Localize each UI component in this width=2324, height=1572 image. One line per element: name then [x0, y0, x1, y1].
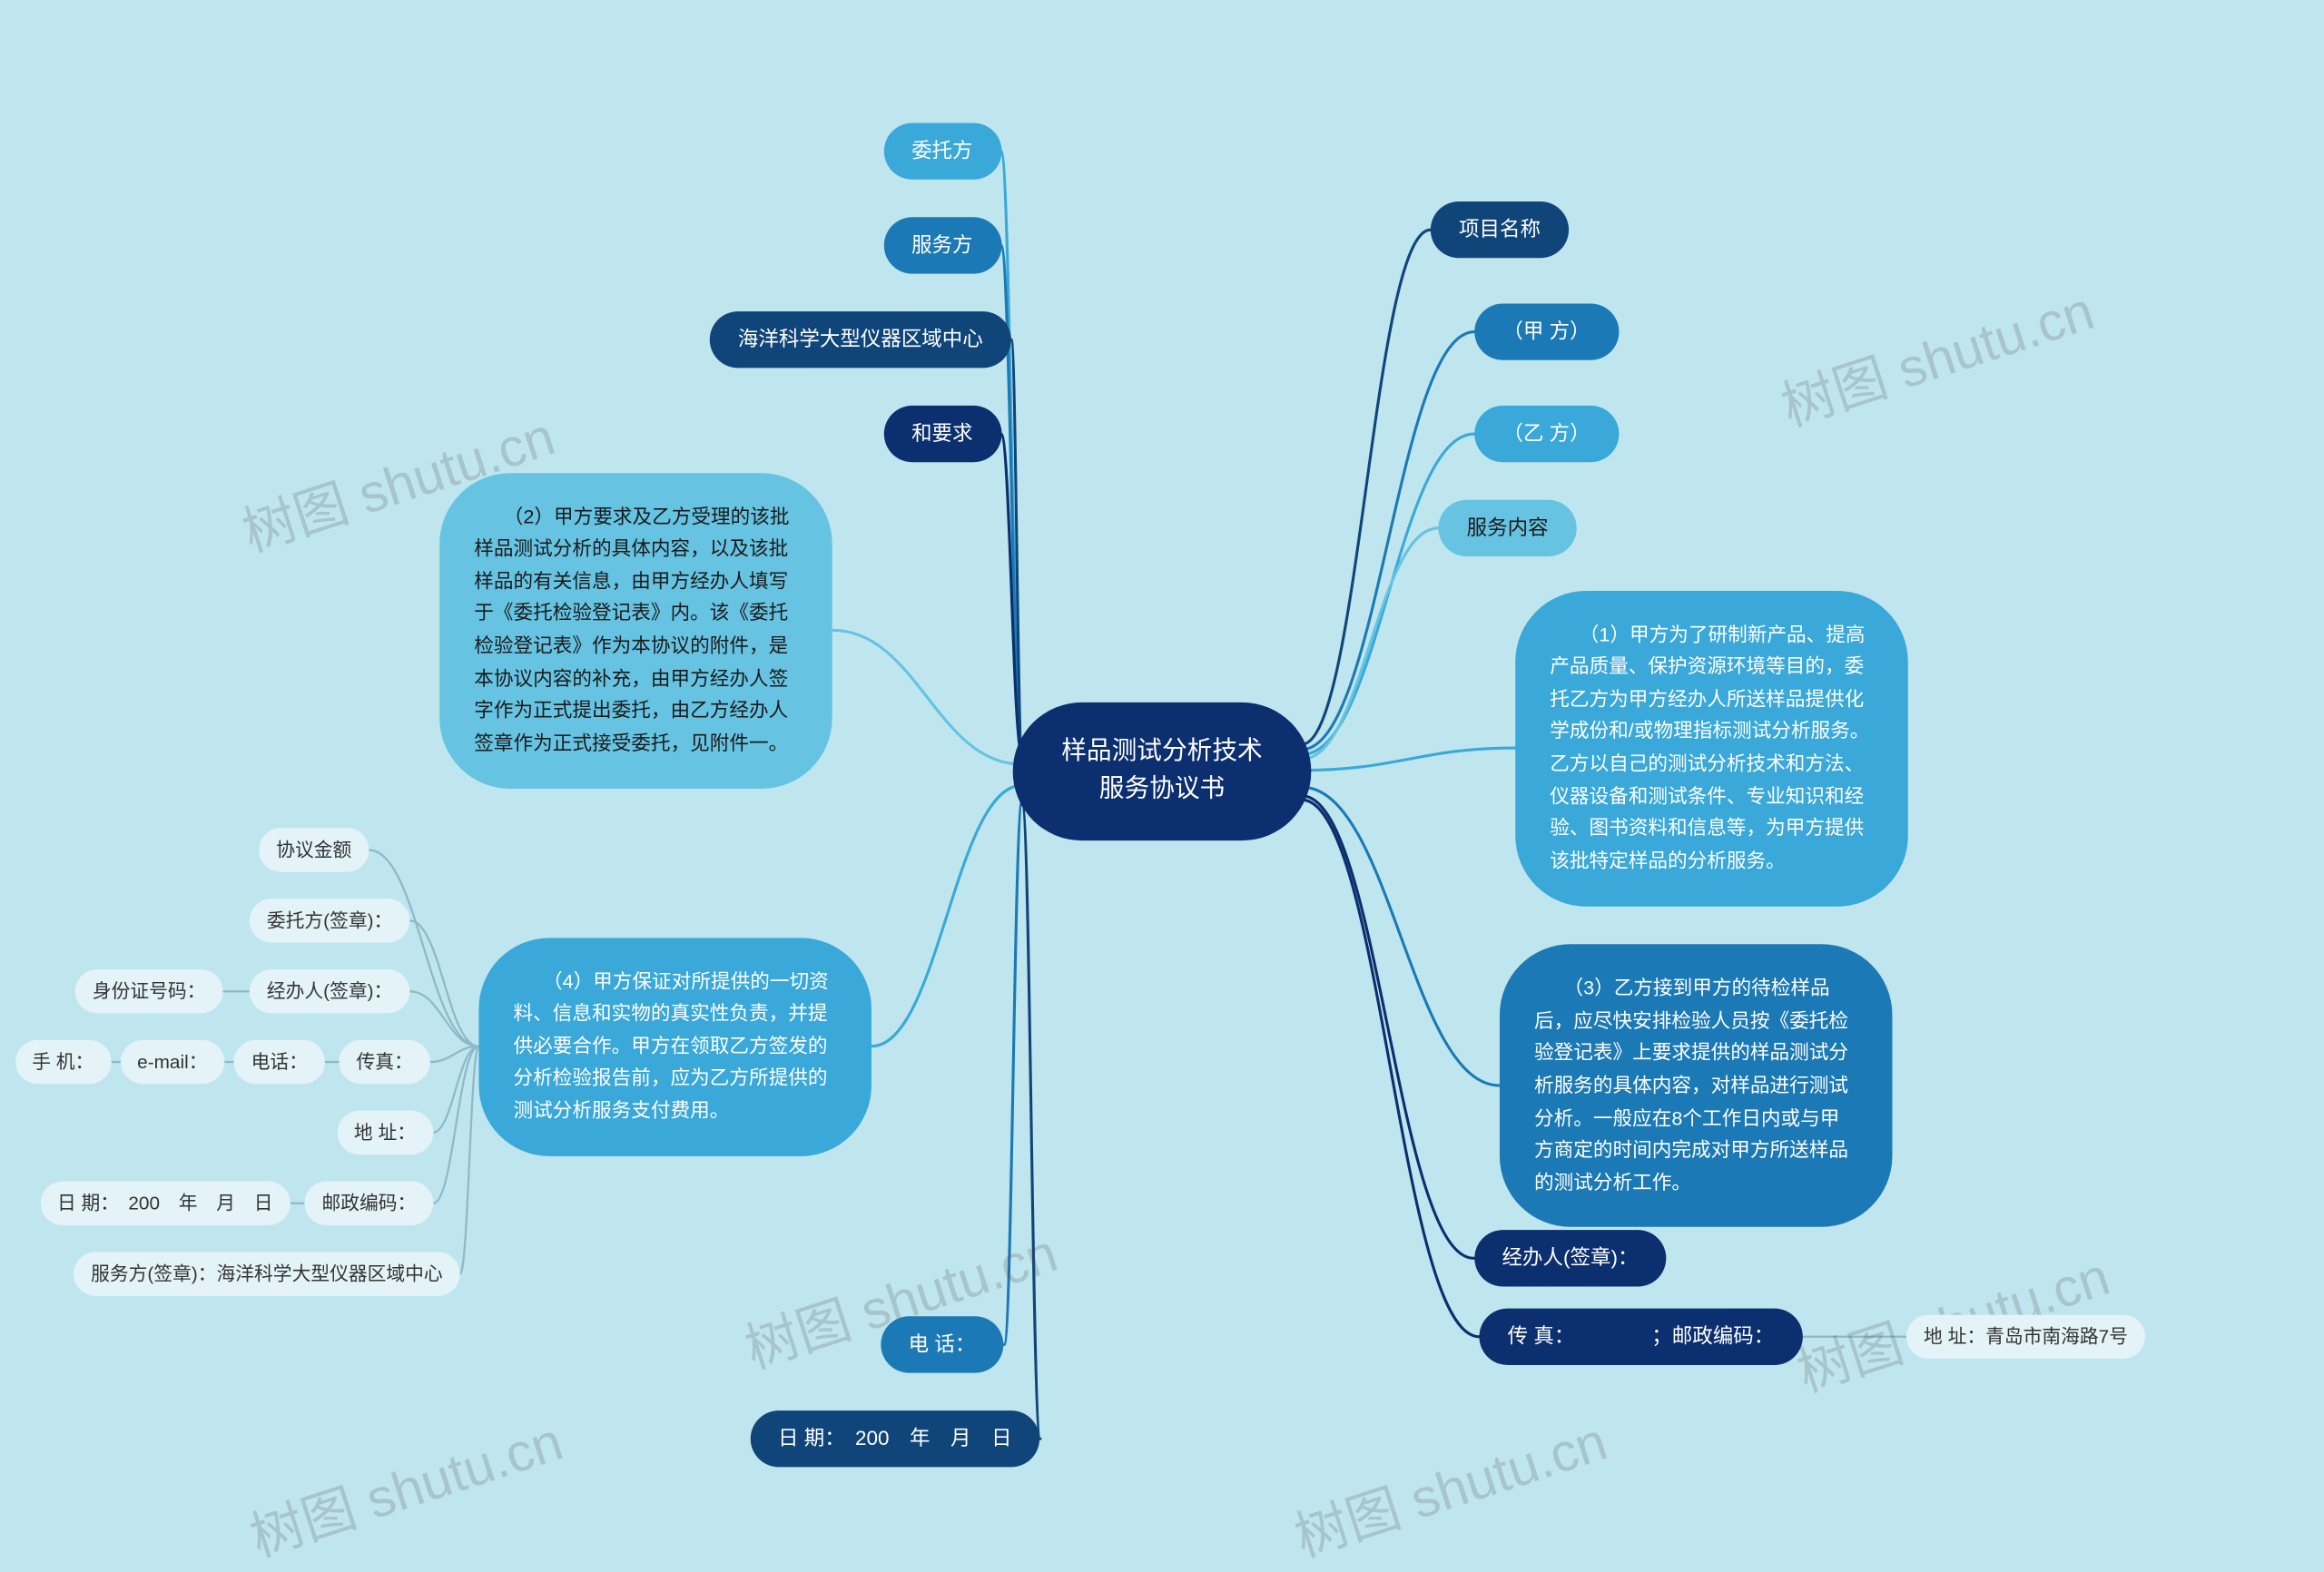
node-n_para1[interactable]: （1）甲方为了研制新产品、提高产品质量、保护资源环境等目的，委托乙方为甲方经办人…	[1515, 590, 1908, 906]
node-n_dianhua2[interactable]: 电 话：	[880, 1316, 1003, 1371]
node-n_jbr2[interactable]: 经办人(签章)：	[1473, 1230, 1666, 1285]
node-n_cz_yb[interactable]: 传 真： ；邮政编码：	[1479, 1309, 1802, 1364]
node-n_para3[interactable]: （3）乙方接到甲方的待检样品后，应尽快安排检验人员按《委托检验登记表》上要求提供…	[1500, 944, 1892, 1227]
node-n_fwnr[interactable]: 服务内容	[1438, 500, 1576, 555]
node-n_fwf_sig: 服务方(签章)：海洋科学大型仪器区域中心	[74, 1252, 460, 1295]
mindmap-canvas: 树图 shutu.cn树图 shutu.cn树图 shutu.cn树图 shut…	[0, 2, 2324, 1540]
node-n_jbr_sig: 经办人(签章)：	[250, 969, 409, 1013]
node-n_heyaoqiu[interactable]: 和要求	[883, 406, 1001, 461]
node-n_dianhua: 电话：	[234, 1040, 325, 1084]
node-n_jine: 协议金额	[259, 828, 369, 871]
node-n_chuanzhen: 传真：	[339, 1040, 429, 1084]
node-n_riqi2[interactable]: 日 期： 200 年 月 日	[750, 1410, 1040, 1466]
node-n_dizhi: 地 址：	[337, 1111, 433, 1154]
node-n_jia[interactable]: （甲 方）	[1474, 303, 1619, 359]
node-n_riqi: 日 期： 200 年 月 日	[40, 1182, 290, 1225]
node-n_xmmc[interactable]: 项目名称	[1431, 201, 1569, 257]
watermark: 树图 shutu.cn	[240, 1399, 571, 1572]
node-n_wtf_sig: 委托方(签章)：	[250, 899, 409, 942]
node-n_youbian: 邮政编码：	[304, 1182, 433, 1225]
node-n_email: e-mail：	[120, 1040, 224, 1084]
watermark: 树图 shutu.cn	[1770, 268, 2102, 441]
node-n_para4[interactable]: （4）甲方保证对所提供的一切资料、信息和实物的真实性负责，并提供必要合作。甲方在…	[478, 938, 872, 1156]
center-node[interactable]: 样品测试分析技术服务协议书	[1013, 702, 1312, 840]
node-n_dizhi2: 地 址：青岛市南海路7号	[1906, 1315, 2145, 1359]
node-n_shouji: 手 机：	[15, 1040, 111, 1084]
watermark: 树图 shutu.cn	[1284, 1399, 1615, 1572]
node-n_weituo[interactable]: 委托方	[883, 123, 1001, 179]
node-n_yi[interactable]: （乙 方）	[1474, 406, 1619, 461]
node-n_fuwu[interactable]: 服务方	[883, 217, 1001, 272]
node-n_sfz: 身份证号码：	[75, 969, 223, 1013]
node-n_haiyang[interactable]: 海洋科学大型仪器区域中心	[710, 311, 1011, 367]
node-n_para2[interactable]: （2）甲方要求及乙方受理的该批样品测试分析的具体内容，以及该批样品的有关信息，由…	[439, 472, 832, 788]
